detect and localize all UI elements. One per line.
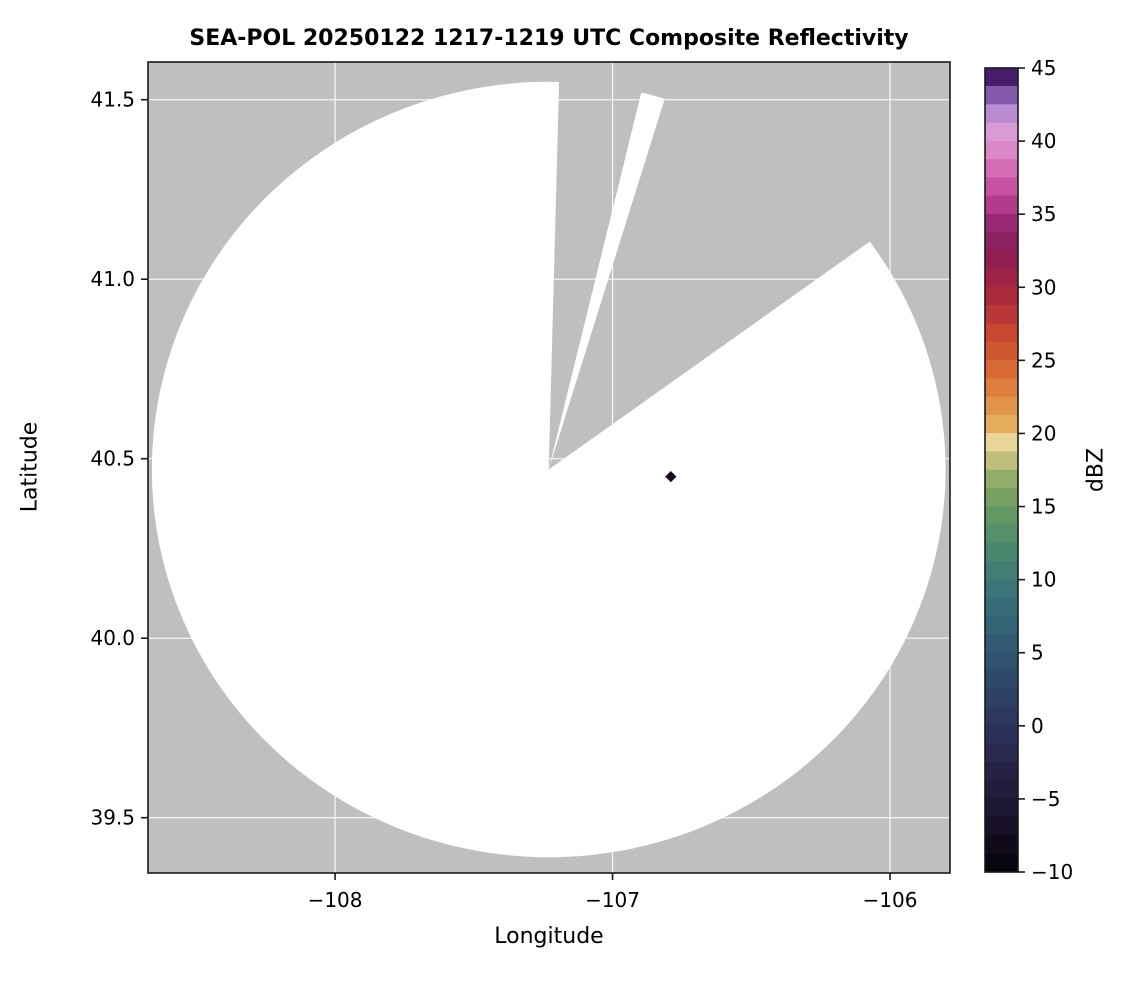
colorbar-band — [985, 85, 1018, 105]
colorbar-tick-label: 35 — [1031, 202, 1056, 226]
colorbar-band — [985, 652, 1018, 672]
colorbar-band — [985, 798, 1018, 818]
colorbar-tick-label: −5 — [1031, 787, 1060, 811]
colorbar-band — [985, 286, 1018, 306]
colorbar-band — [985, 305, 1018, 325]
colorbar-band — [985, 213, 1018, 233]
colorbar-band — [985, 579, 1018, 599]
colorbar-band — [985, 469, 1018, 489]
colorbar-tick-label: 20 — [1031, 421, 1056, 445]
colorbar-band — [985, 853, 1018, 873]
colorbar-band — [985, 268, 1018, 288]
colorbar-band — [985, 195, 1018, 215]
y-tick-label: 40.5 — [90, 447, 135, 471]
colorbar-band — [985, 433, 1018, 453]
colorbar-band — [985, 232, 1018, 252]
colorbar-band — [985, 414, 1018, 434]
colorbar-band — [985, 451, 1018, 471]
colorbar-band — [985, 542, 1018, 562]
y-tick-label: 39.5 — [90, 806, 135, 830]
colorbar-band — [985, 816, 1018, 836]
colorbar-band — [985, 487, 1018, 507]
colorbar-band — [985, 341, 1018, 361]
x-tick-label: −108 — [308, 888, 363, 912]
colorbar-band — [985, 67, 1018, 87]
colorbar-band — [985, 615, 1018, 635]
colorbar-band — [985, 250, 1018, 270]
colorbar-tick-label: 40 — [1031, 129, 1056, 153]
x-tick-label: −107 — [585, 888, 640, 912]
y-tick-label: 41.5 — [90, 88, 135, 112]
colorbar-band — [985, 780, 1018, 800]
colorbar-tick-label: 45 — [1031, 56, 1056, 80]
colorbar-band — [985, 323, 1018, 343]
colorbar-band — [985, 396, 1018, 416]
colorbar-band — [985, 725, 1018, 745]
colorbar-band — [985, 378, 1018, 398]
x-axis-label: Longitude — [494, 924, 604, 949]
colorbar-tick-label: 25 — [1031, 348, 1056, 372]
colorbar-band — [985, 159, 1018, 178]
colorbar-band — [985, 762, 1018, 781]
y-tick-label: 40.0 — [90, 626, 135, 650]
colorbar-tick-label: −10 — [1031, 860, 1073, 884]
colorbar-band — [985, 835, 1018, 855]
colorbar-band — [985, 597, 1018, 617]
colorbar-band — [985, 177, 1018, 197]
colorbar-band — [985, 634, 1018, 654]
colorbar-band — [985, 122, 1018, 142]
echo-marker — [665, 470, 677, 483]
colorbar-band — [985, 670, 1018, 690]
colorbar-band — [985, 561, 1018, 580]
colorbar-band — [985, 707, 1018, 727]
colorbar-band — [985, 104, 1018, 124]
colorbar-tick-label: 30 — [1031, 275, 1056, 299]
radar-coverage — [151, 81, 946, 858]
colorbar-band — [985, 524, 1018, 544]
chart-title: SEA-POL 20250122 1217-1219 UTC Composite… — [189, 26, 909, 51]
colorbar-band — [985, 140, 1018, 160]
colorbar-band — [985, 506, 1018, 526]
colorbar-tick-label: 15 — [1031, 495, 1056, 519]
colorbar-tick-label: 5 — [1031, 641, 1044, 665]
plot-frame — [147, 61, 951, 874]
colorbar-band — [985, 743, 1018, 763]
colorbar-frame — [984, 67, 1019, 873]
colorbar-band — [985, 360, 1018, 379]
colorbar-tick-label: 0 — [1031, 714, 1044, 738]
colorbar-band — [985, 688, 1018, 708]
colorbar-tick-label: 10 — [1031, 568, 1056, 592]
x-tick-label: −106 — [863, 888, 918, 912]
y-tick-label: 41.0 — [90, 267, 135, 291]
